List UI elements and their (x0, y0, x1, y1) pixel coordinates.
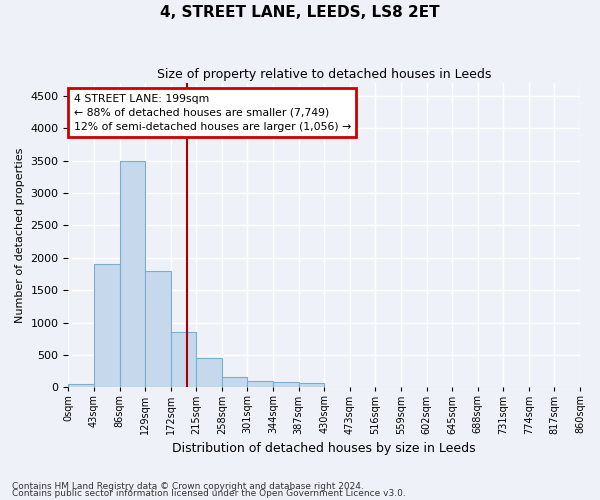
Bar (222, 377, 247, 388)
Bar (94, 264, 119, 388)
X-axis label: Distribution of detached houses by size in Leeds: Distribution of detached houses by size … (172, 442, 476, 455)
Title: Size of property relative to detached houses in Leeds: Size of property relative to detached ho… (157, 68, 491, 80)
Y-axis label: Number of detached properties: Number of detached properties (15, 148, 25, 323)
Bar (196, 358, 222, 388)
Text: Contains public sector information licensed under the Open Government Licence v3: Contains public sector information licen… (12, 489, 406, 498)
Bar (273, 382, 299, 388)
Bar (119, 160, 145, 388)
Bar (68, 384, 94, 388)
Text: 4 STREET LANE: 199sqm
← 88% of detached houses are smaller (7,749)
12% of semi-d: 4 STREET LANE: 199sqm ← 88% of detached … (74, 94, 351, 132)
Bar (247, 381, 273, 388)
Text: 4, STREET LANE, LEEDS, LS8 2ET: 4, STREET LANE, LEEDS, LS8 2ET (160, 5, 440, 20)
Bar (171, 332, 196, 388)
Bar (299, 383, 324, 388)
Bar (145, 271, 171, 388)
Text: Contains HM Land Registry data © Crown copyright and database right 2024.: Contains HM Land Registry data © Crown c… (12, 482, 364, 491)
